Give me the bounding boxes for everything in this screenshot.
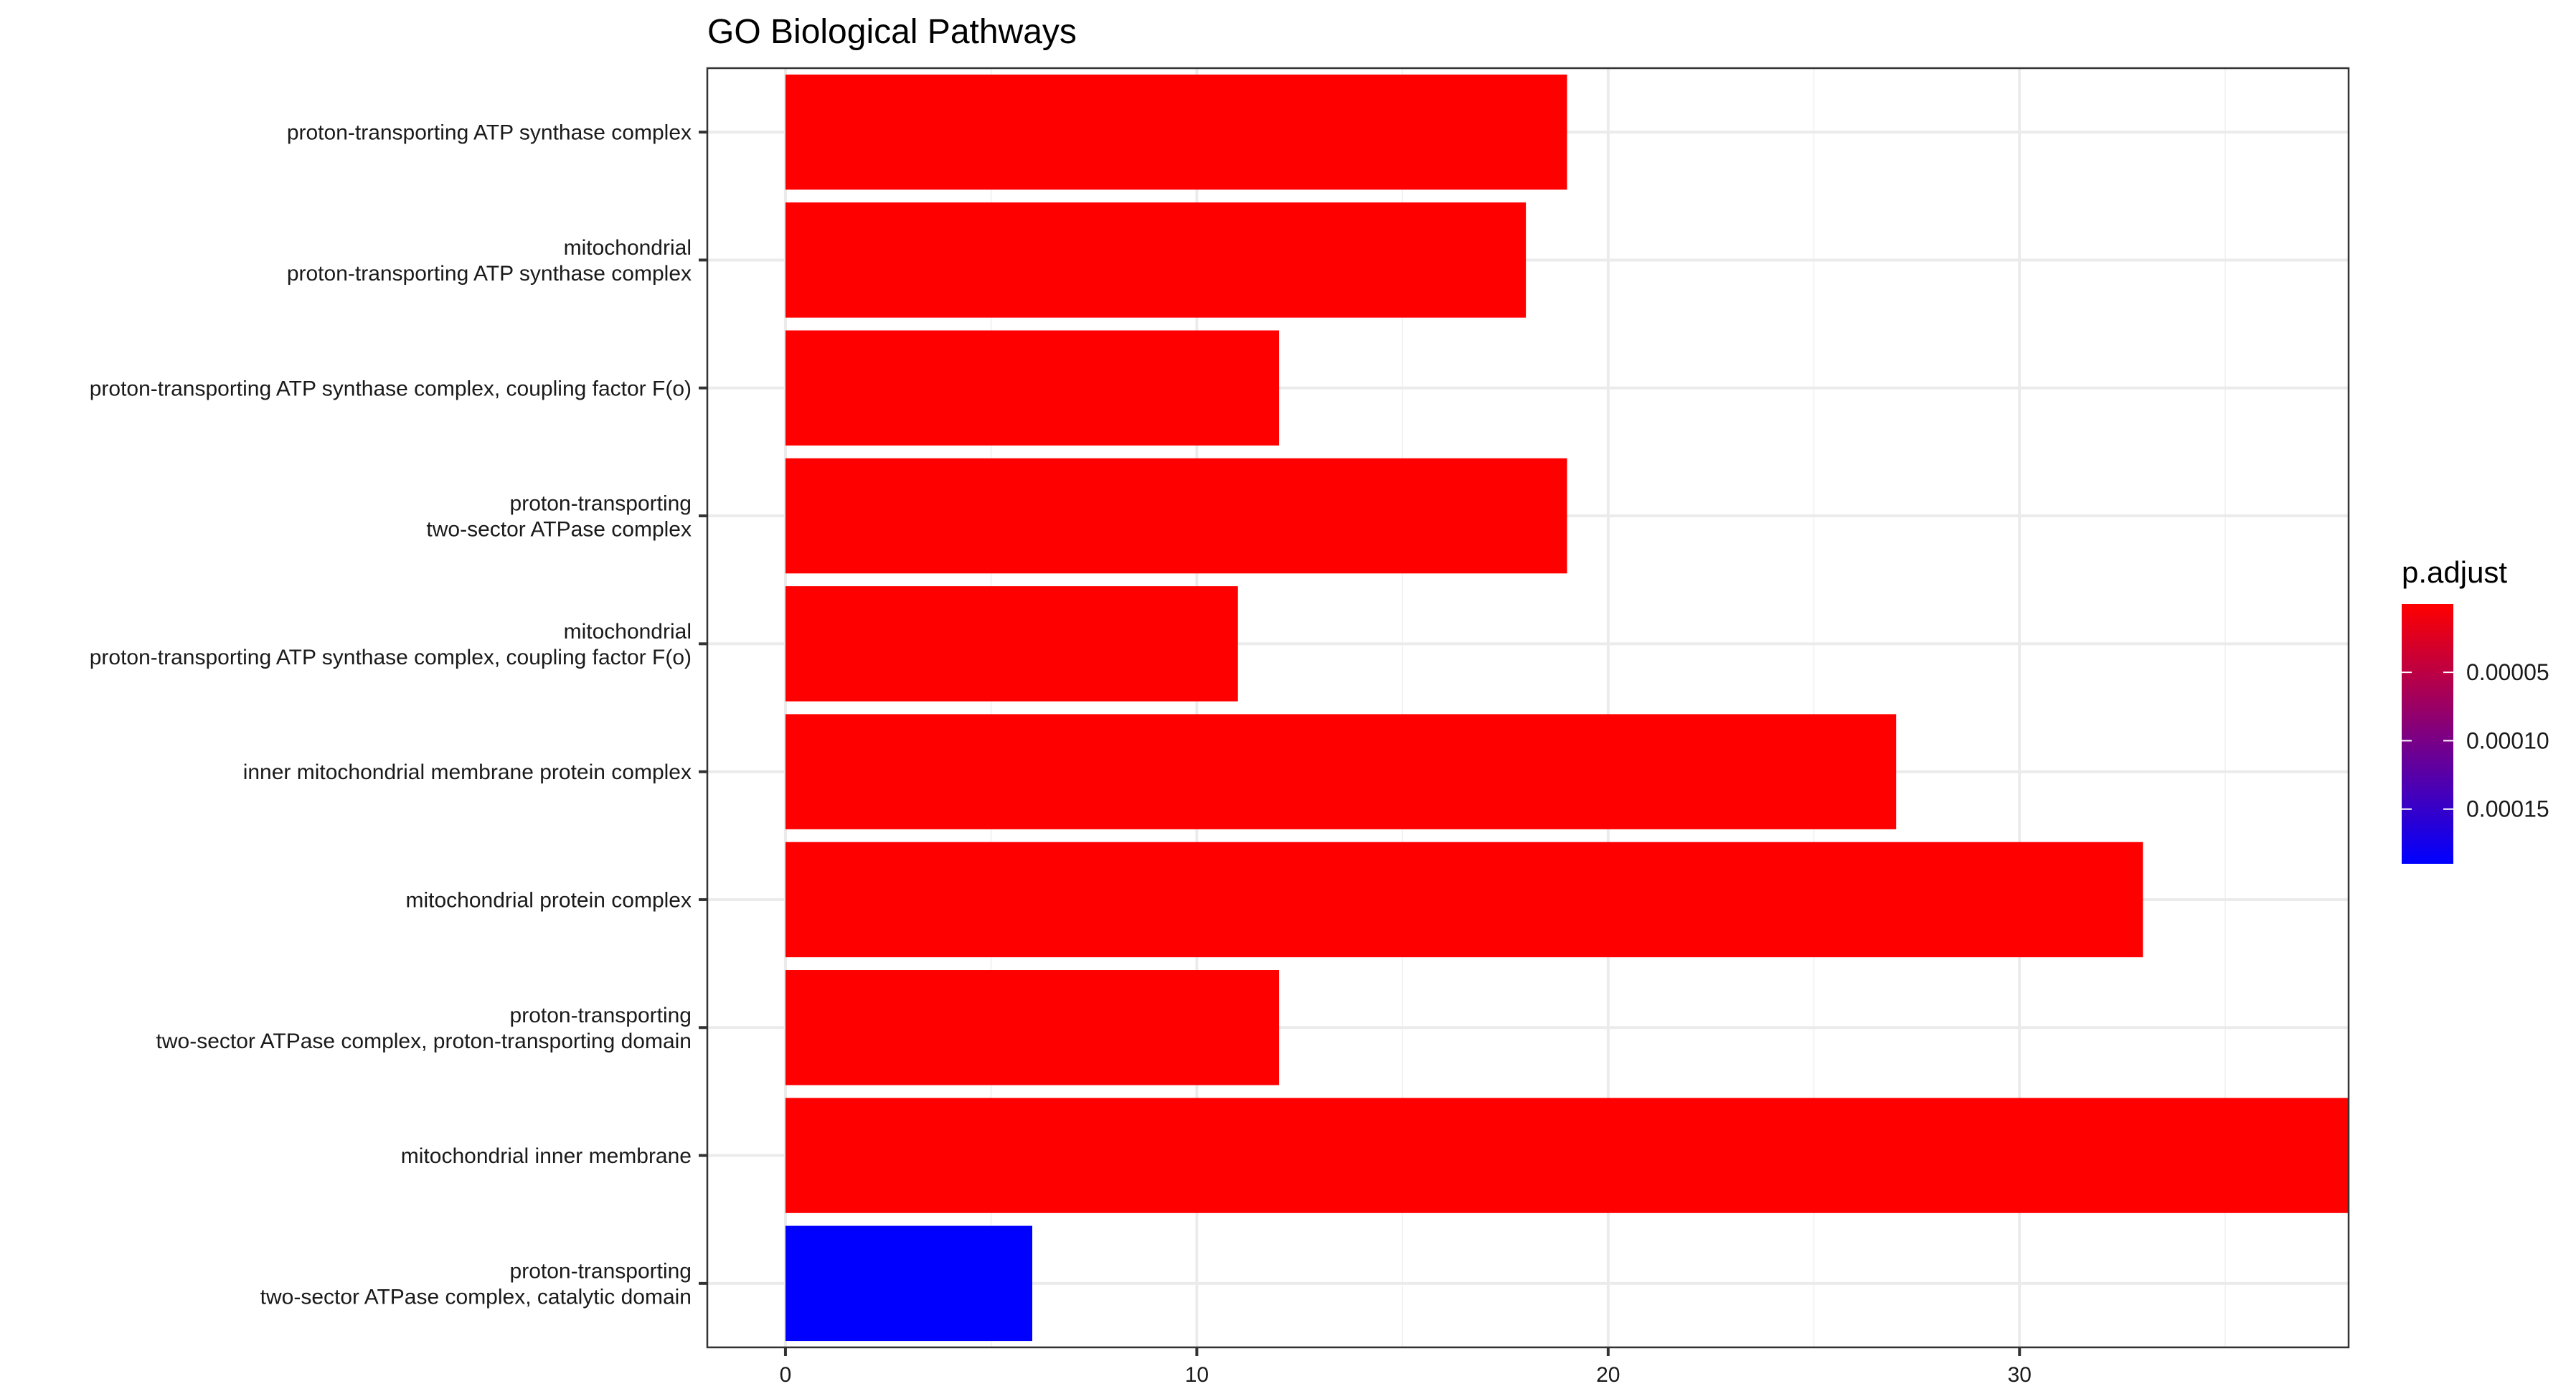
bar (785, 74, 1567, 190)
y-tick-label: mitochondrial proton-transporting ATP syn… (90, 620, 692, 669)
bar (785, 714, 1897, 829)
bar (785, 458, 1567, 574)
y-tick-label-line: proton-transporting ATP synthase complex… (90, 377, 692, 400)
y-tick-label: proton-transporting two-sector ATPase com… (260, 1259, 692, 1309)
colorbar-tick-label: 0.00010 (2466, 727, 2549, 753)
y-tick-label-line: proton-transporting ATP synthase complex… (90, 646, 692, 669)
x-tick-label: 10 (1185, 1363, 1209, 1387)
panel-border (706, 67, 2350, 1349)
y-tick-label-line: two-sector ATPase complex (426, 518, 692, 542)
y-tick-label-line: two-sector ATPase complex, catalytic dom… (260, 1285, 692, 1309)
y-tick-label-line: proton-transporting (510, 1259, 692, 1283)
bar (785, 1225, 1033, 1342)
y-tick-label: proton-transporting two-sector ATPase com… (426, 492, 692, 542)
x-axis: 0 10 20 30 (780, 1347, 2032, 1387)
x-tick-label: 0 (780, 1363, 792, 1387)
y-tick-label-line: proton-transporting (510, 1004, 692, 1027)
bar (785, 842, 2143, 958)
y-tick-label: inner mitochondrial membrane protein com… (243, 760, 692, 784)
colorbar-tick-label: 0.00005 (2466, 659, 2549, 685)
y-tick-label-line: proton-transporting ATP synthase complex (287, 121, 692, 145)
y-tick-label-line: inner mitochondrial membrane protein com… (243, 760, 692, 784)
legend-title: p.adjust (2402, 555, 2507, 589)
y-tick-label: mitochondrial protein complex (405, 888, 692, 912)
y-axis: proton-transporting ATP synthase complex… (90, 121, 707, 1309)
colorbar (2402, 604, 2453, 864)
bar (785, 202, 1527, 318)
bars (785, 74, 2349, 1342)
y-tick-label: proton-transporting two-sector ATPase com… (156, 1004, 692, 1053)
panel-frame (706, 67, 2350, 1349)
bar (785, 586, 1238, 702)
y-tick-label: proton-transporting ATP synthase complex (287, 121, 692, 145)
colorbar-tick-label: 0.00015 (2466, 796, 2549, 822)
y-tick-label-line: mitochondrial protein complex (405, 888, 692, 912)
bar (785, 1098, 2349, 1213)
y-tick-label-line: mitochondrial (564, 236, 692, 260)
y-tick-label: proton-transporting ATP synthase complex… (90, 377, 692, 400)
y-tick-label-line: two-sector ATPase complex, proton-transp… (156, 1030, 692, 1053)
color-legend: p.adjust 0.00005 0.00010 0.00015 (2402, 555, 2549, 864)
y-tick-label-line: mitochondrial inner membrane (401, 1144, 692, 1168)
y-tick-label-line: proton-transporting (510, 492, 692, 516)
x-tick-label: 20 (1596, 1363, 1620, 1387)
y-tick-label-line: mitochondrial (564, 620, 692, 644)
bar (785, 970, 1280, 1085)
chart-title: GO Biological Pathways (707, 13, 1077, 51)
bar (785, 330, 1280, 446)
y-tick-label-line: proton-transporting ATP synthase complex (287, 262, 692, 286)
x-tick-label: 30 (2008, 1363, 2032, 1387)
y-tick-label: mitochondrial inner membrane (401, 1144, 692, 1168)
y-tick-label: mitochondrial proton-transporting ATP syn… (287, 236, 692, 286)
